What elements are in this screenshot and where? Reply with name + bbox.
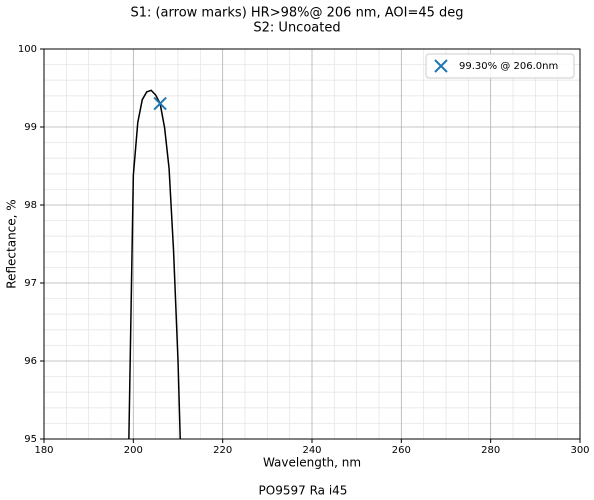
y-axis-label: Reflectance, % [5,199,19,288]
x-tick-label: 260 [392,445,411,456]
x-axis-label: Wavelength, nm [263,456,361,470]
plot-frame [43,48,581,440]
x-tick-label: 300 [570,445,589,456]
x-tick-label: 180 [34,445,53,456]
y-tick-label: 97 [24,278,37,289]
chart-subtitle: S2: Uncoated [253,21,340,36]
y-tick-label: 96 [24,356,37,367]
chart-title: S1: (arrow marks) HR>98%@ 206 nm, AOI=45… [130,6,463,21]
y-tick-label: 98 [24,200,37,211]
data-point [153,96,167,111]
data-line [128,89,181,439]
y-tick-label: 99 [24,122,37,133]
legend-box [425,53,575,79]
x-tick-label: 240 [302,445,321,456]
y-tick-label: 100 [18,44,37,55]
legend-label: 99.30% @ 206.0nm [459,61,558,72]
footer: PO9597 Ra i45 [259,484,348,498]
y-tick-label: 95 [24,434,37,445]
x-tick-label: 200 [124,445,143,456]
x-tick-label: 280 [481,445,500,456]
x-tick-label: 220 [213,445,232,456]
legend-marker [434,59,448,73]
plot-area [128,89,181,439]
